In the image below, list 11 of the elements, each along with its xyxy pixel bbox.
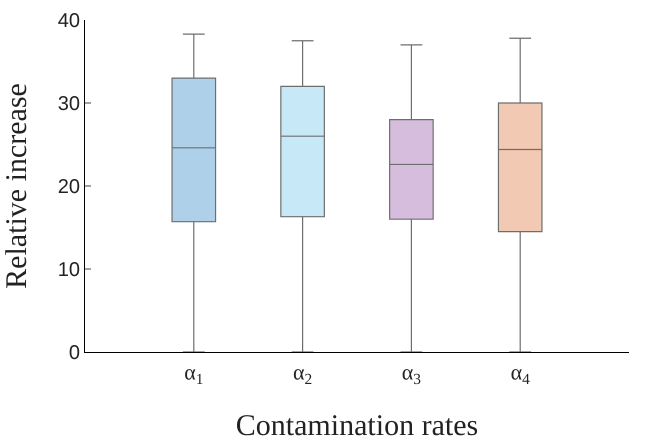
y-tick-label: 40 xyxy=(58,10,80,32)
y-axis-title: Relative increase xyxy=(0,83,33,289)
x-tick-label: α$_{1}$ xyxy=(184,359,204,388)
y-tick-label: 30 xyxy=(58,93,80,115)
x-axis-title: Contamination rates xyxy=(236,409,478,442)
x-tick-label: α$_{4}$ xyxy=(510,359,530,388)
y-tick-label: 20 xyxy=(58,176,80,198)
y-tick-label: 10 xyxy=(58,259,80,281)
x-tick-label: α$_{3}$ xyxy=(402,359,422,388)
y-tick-label: 0 xyxy=(68,342,80,364)
x-tick-label: α$_{2}$ xyxy=(292,359,312,388)
